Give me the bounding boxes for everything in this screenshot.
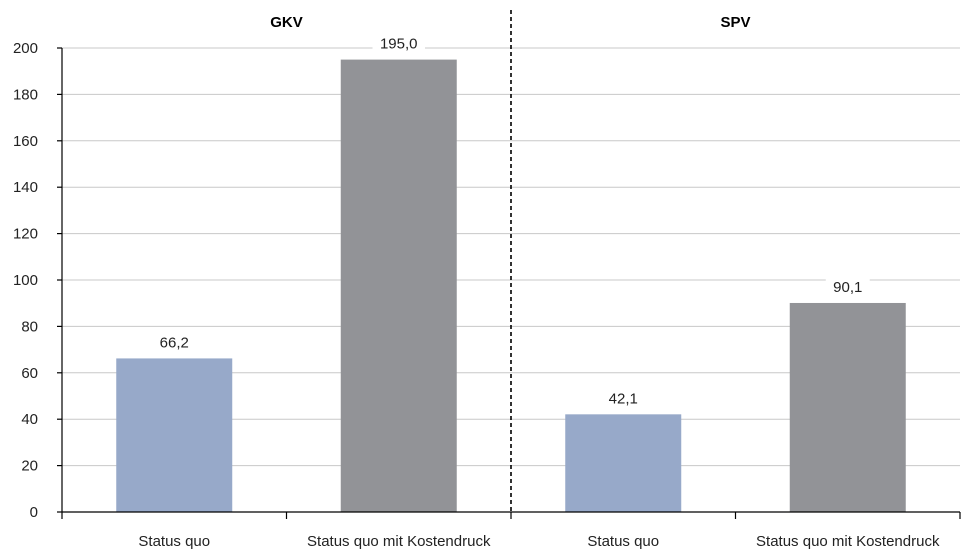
y-tick-label-120: 120 — [13, 226, 38, 243]
y-tick-label-20: 20 — [21, 458, 38, 475]
y-tick-label-140: 140 — [13, 179, 38, 196]
y-tick-label-40: 40 — [21, 411, 38, 428]
bar-spv-1 — [565, 414, 682, 512]
value-label-bg — [372, 33, 425, 52]
value-label-spv-2: 90,1 — [833, 279, 862, 296]
bar-gkv-1 — [116, 358, 233, 512]
bar-spv-2 — [789, 302, 906, 512]
y-tick-label-80: 80 — [21, 318, 38, 335]
y-tick-label-160: 160 — [13, 133, 38, 150]
bar-gkv-2 — [340, 59, 457, 512]
group-title-gkv: GKV — [270, 14, 303, 31]
y-tick-label-180: 180 — [13, 86, 38, 103]
axes — [57, 10, 961, 519]
y-tick-label-200: 200 — [13, 40, 38, 57]
y-tick-label-100: 100 — [13, 272, 38, 289]
labels: 0 20 40 60 80 100 120 140 160 180 200 GKV 66,2 Status… — [13, 14, 940, 550]
value-label-bg — [825, 276, 870, 295]
x-category-label: Status quo mit Kostendruck — [756, 533, 940, 550]
y-tick-label-0: 0 — [30, 504, 38, 521]
x-category-label: Status quo mit Kostendruck — [307, 533, 491, 550]
y-tick-label-60: 60 — [21, 365, 38, 382]
x-category-label: Status quo — [138, 533, 210, 550]
value-label-spv-1: 42,1 — [609, 390, 638, 407]
group-title-spv: SPV — [720, 14, 750, 31]
value-label-gkv-1: 66,2 — [160, 334, 189, 351]
bars — [116, 59, 906, 512]
value-label-bg — [152, 332, 197, 351]
value-label-bg — [601, 388, 646, 407]
value-label-gkv-2: 195,0 — [380, 36, 418, 53]
x-category-label: Status quo — [587, 533, 659, 550]
